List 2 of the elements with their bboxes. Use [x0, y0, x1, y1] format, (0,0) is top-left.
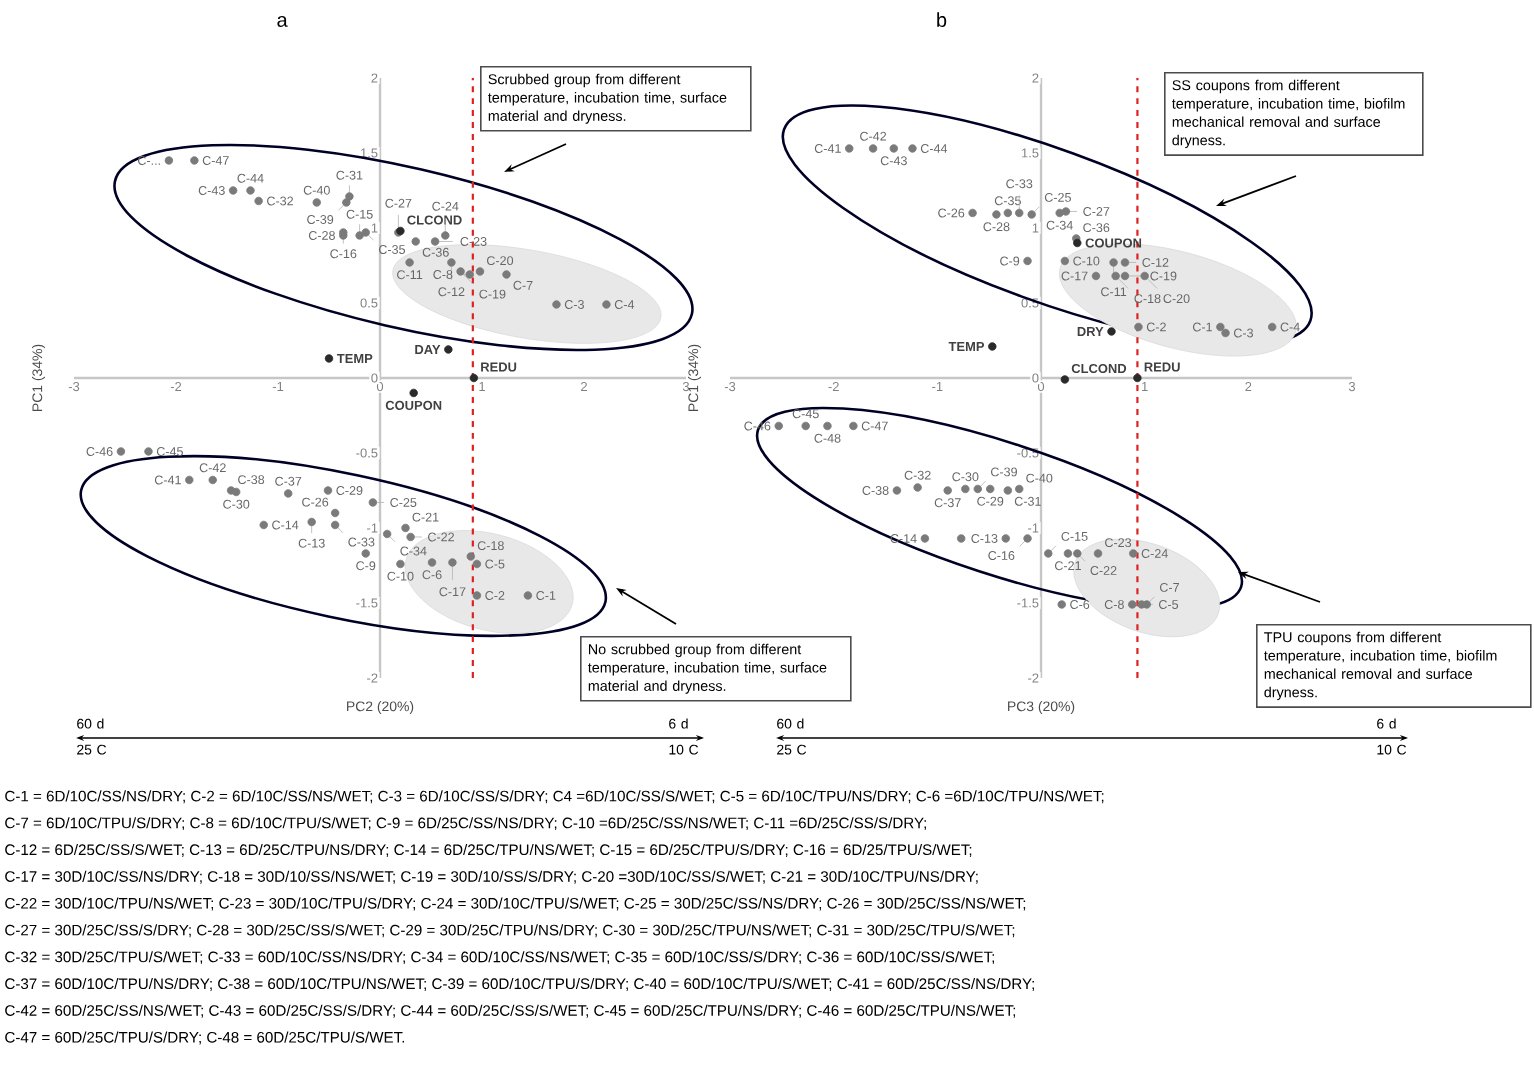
chart-title: b — [937, 12, 947, 27]
chart-title: a — [277, 16, 288, 27]
